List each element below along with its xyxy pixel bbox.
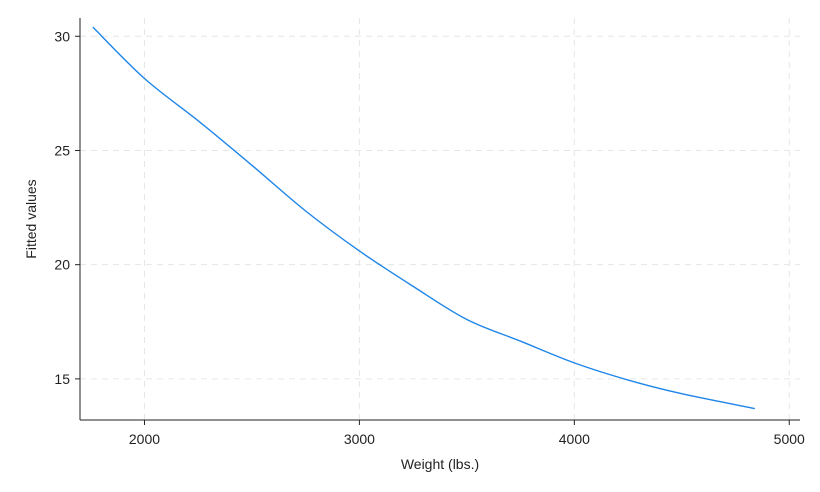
x-tick-label: 4000 <box>559 431 590 447</box>
x-axis-title: Weight (lbs.) <box>401 456 479 472</box>
grid <box>80 18 800 420</box>
y-axis-ticks: 15 20 25 30 <box>54 28 80 387</box>
x-tick-label: 2000 <box>129 431 160 447</box>
y-axis-title: Fitted values <box>23 179 39 258</box>
x-axis-ticks: 2000 3000 4000 5000 <box>129 420 805 447</box>
y-tick-label: 15 <box>54 371 70 387</box>
x-tick-label: 5000 <box>774 431 805 447</box>
series <box>92 26 756 410</box>
fitted-values-line <box>92 26 756 410</box>
y-tick-label: 20 <box>54 257 70 273</box>
y-tick-label: 30 <box>54 28 70 44</box>
x-tick-label: 3000 <box>344 431 375 447</box>
y-tick-label: 25 <box>54 142 70 158</box>
axes <box>79 18 800 421</box>
